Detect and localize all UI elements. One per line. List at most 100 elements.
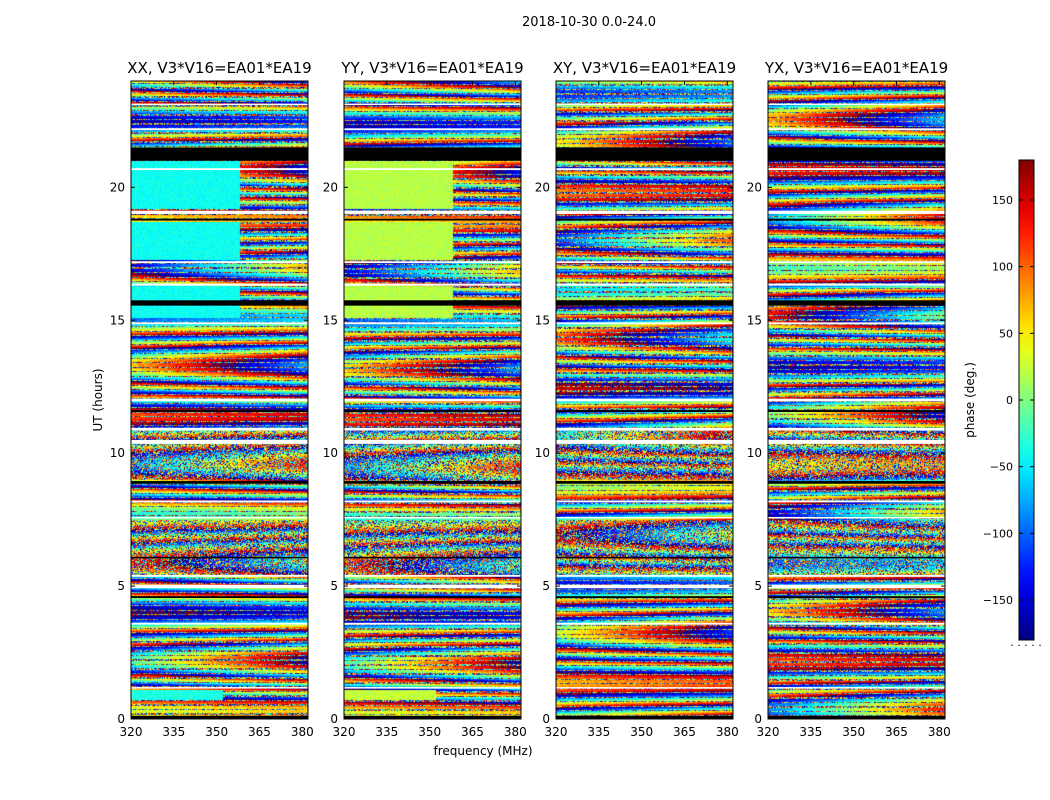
flagged-band xyxy=(344,322,521,325)
flagged-band xyxy=(556,147,733,161)
panel-frame xyxy=(130,80,309,720)
flagged-band xyxy=(768,596,945,599)
y-tick-label: 5 xyxy=(330,579,338,593)
flagged-band xyxy=(768,210,945,214)
x-tick-label: 320 xyxy=(333,725,356,739)
flagged-band xyxy=(131,481,308,484)
y-tick-label: 10 xyxy=(323,446,338,460)
y-tick-label: 0 xyxy=(542,712,550,726)
flagged-band xyxy=(344,584,521,589)
panel-frame xyxy=(343,80,522,720)
x-tick-label: 335 xyxy=(162,725,185,739)
panel-xy: XY, V3*V16=EA01*EA19 320 335 350 365 380 0 5 10 1… xyxy=(535,59,739,739)
flagged-band xyxy=(768,300,945,306)
y-axis-label: UT (hours) xyxy=(91,368,105,431)
x-tick-label: 350 xyxy=(205,725,228,739)
colorbar-tick-label: −50 xyxy=(990,461,1013,474)
flagged-band xyxy=(768,500,945,503)
flagged-band xyxy=(768,283,945,286)
x-tick-label: 350 xyxy=(630,725,653,739)
flagged-band xyxy=(344,168,521,171)
panel-title: XX, V3*V16=EA01*EA19 xyxy=(127,59,311,77)
colorbar-tick-label: 50 xyxy=(999,327,1013,340)
x-tick-label: 335 xyxy=(587,725,610,739)
flagged-band xyxy=(131,261,308,264)
flagged-band xyxy=(344,261,521,264)
flagged-band xyxy=(556,210,733,214)
flagged-band xyxy=(344,147,521,161)
flagged-band xyxy=(556,516,733,519)
panel-yy: YY, V3*V16=EA01*EA19 320 335 350 365 380 0 5 10 1… xyxy=(323,59,527,739)
flagged-band xyxy=(344,622,521,625)
flagged-band xyxy=(344,218,521,221)
colorbar: −150 −100 −50 0 50 100 150 xyxy=(983,159,1035,641)
flagged-band xyxy=(344,516,521,519)
colorbar-tick-label: −150 xyxy=(983,594,1013,607)
flagged-band xyxy=(131,103,308,106)
flagged-band xyxy=(556,322,733,325)
flagged-band xyxy=(131,687,308,689)
flagged-band xyxy=(344,500,521,503)
y-tick-label: 0 xyxy=(754,712,762,726)
flagged-band xyxy=(344,103,521,106)
x-tick-label: 380 xyxy=(716,725,739,739)
panel-title: YY, V3*V16=EA01*EA19 xyxy=(340,59,523,77)
flagged-band xyxy=(131,596,308,599)
flagged-band xyxy=(344,398,521,402)
flagged-band xyxy=(131,715,308,719)
y-tick-label: 20 xyxy=(535,180,550,194)
x-tick-label: 380 xyxy=(504,725,527,739)
y-tick-label: 15 xyxy=(323,313,338,327)
flagged-band xyxy=(556,261,733,264)
colorbar-tick-label: −100 xyxy=(983,527,1013,540)
flagged-band xyxy=(768,622,945,625)
y-tick-label: 20 xyxy=(110,180,125,194)
flagged-band xyxy=(768,147,945,161)
y-tick-label: 20 xyxy=(747,180,762,194)
flagged-band xyxy=(556,556,733,559)
figure-title: 2018-10-30 0.0-24.0 xyxy=(522,15,656,30)
y-tick-label: 5 xyxy=(542,579,550,593)
flagged-band xyxy=(131,556,308,559)
flagged-band xyxy=(556,715,733,719)
flagged-band xyxy=(131,168,308,171)
panel-title: XY, V3*V16=EA01*EA19 xyxy=(553,59,736,77)
flagged-band xyxy=(768,128,945,131)
flagged-band xyxy=(131,322,308,325)
x-axis-label: frequency (MHz) xyxy=(433,744,532,758)
y-tick-label: 15 xyxy=(110,313,125,327)
flagged-band xyxy=(131,574,308,577)
flagged-band xyxy=(768,398,945,402)
panels: XX, V3*V16=EA01*EA19 320 335 350 365 380 0 5 10 1… xyxy=(110,59,951,739)
y-tick-label: 10 xyxy=(535,446,550,460)
flagged-band xyxy=(768,103,945,106)
x-tick-label: 365 xyxy=(673,725,696,739)
panel-frame xyxy=(555,80,734,720)
flagged-band xyxy=(556,283,733,286)
x-tick-label: 335 xyxy=(799,725,822,739)
flagged-band xyxy=(131,128,308,131)
y-tick-label: 15 xyxy=(747,313,762,327)
flagged-band xyxy=(344,300,521,306)
flagged-band xyxy=(768,261,945,264)
flagged-band xyxy=(344,128,521,131)
flagged-band xyxy=(131,439,308,444)
panel-frame xyxy=(767,80,946,720)
flagged-band xyxy=(131,622,308,625)
flagged-band xyxy=(768,168,945,171)
flagged-band xyxy=(131,410,308,412)
flagged-band xyxy=(131,283,308,286)
flagged-band xyxy=(344,596,521,599)
flagged-band xyxy=(131,147,308,161)
flagged-band xyxy=(344,410,521,412)
flagged-band xyxy=(768,410,945,412)
flagged-band xyxy=(556,574,733,577)
flagged-band xyxy=(768,687,945,689)
y-tick-label: 5 xyxy=(117,579,125,593)
flagged-band xyxy=(344,210,521,214)
x-tick-label: 350 xyxy=(418,725,441,739)
flagged-band xyxy=(556,584,733,589)
x-tick-label: 320 xyxy=(757,725,780,739)
flagged-band xyxy=(131,210,308,214)
colorbar-footer: . . . . . xyxy=(1010,636,1041,649)
